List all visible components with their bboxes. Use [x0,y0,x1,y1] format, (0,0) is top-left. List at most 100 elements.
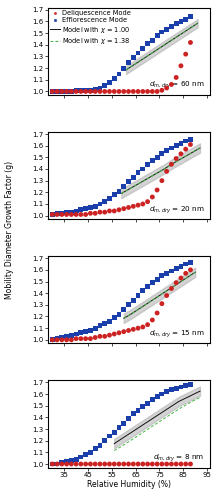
Point [117,460,121,468]
Point [179,274,183,282]
Point [122,88,125,96]
Point [65,88,68,96]
Point [55,210,59,218]
Point [160,28,164,36]
Point [136,168,140,176]
Point [60,210,64,218]
Point [98,208,102,216]
Point [108,194,111,202]
Point [132,54,135,62]
Point [160,460,164,468]
Point [98,332,102,340]
Point [170,386,173,394]
Point [79,210,83,218]
Point [60,460,64,468]
Point [117,424,121,432]
Point [184,50,187,58]
Point [84,328,87,336]
Point [84,88,87,96]
Point [189,13,192,21]
Point [122,306,125,314]
Point [74,88,78,96]
Point [170,284,173,292]
Text: Mobility Diameter Growth Factor (g): Mobility Diameter Growth Factor (g) [5,161,14,299]
Point [60,459,64,467]
Point [184,137,187,145]
Point [94,88,97,96]
Point [141,200,145,208]
Point [184,382,187,390]
Point [141,460,145,468]
Point [74,210,78,218]
Point [70,208,73,216]
Point [55,460,59,468]
Point [155,88,159,96]
Point [175,20,178,28]
Point [65,208,68,216]
Point [127,88,130,96]
Point [132,202,135,210]
Point [132,173,135,181]
Point [103,198,106,205]
Point [151,88,154,96]
Point [165,270,168,278]
Point [165,26,168,34]
Point [122,204,125,212]
Point [189,380,192,388]
Point [151,157,154,165]
Point [160,390,164,398]
Point [184,260,187,268]
Point [141,44,145,52]
Point [94,445,97,453]
Point [74,334,78,342]
Point [127,460,130,468]
Point [122,460,125,468]
Point [113,330,116,338]
Text: $d_{m,dry}$ = 60 nm: $d_{m,dry}$ = 60 nm [149,80,205,92]
Point [136,406,140,414]
Point [151,460,154,468]
Point [179,150,183,158]
Point [94,85,97,93]
Point [160,86,164,94]
Point [55,88,59,96]
Point [103,436,106,444]
Point [103,460,106,468]
Point [84,334,87,342]
Point [146,160,149,168]
Point [74,460,78,468]
Point [51,460,54,468]
Point [179,18,183,25]
Point [151,193,154,201]
Point [141,165,145,173]
Point [94,202,97,210]
Point [146,88,149,96]
Point [89,448,92,456]
Point [70,331,73,339]
Point [70,456,73,464]
Point [65,332,68,340]
Point [184,145,187,153]
Point [179,262,183,270]
Point [165,292,168,300]
Point [117,206,121,214]
Point [89,86,92,94]
Point [108,78,111,86]
Point [141,403,145,411]
Point [51,460,54,468]
Point [117,88,121,96]
Point [184,460,187,468]
Point [113,314,116,322]
Point [98,442,102,450]
Point [146,320,149,328]
Point [79,88,83,96]
Point [55,460,59,468]
Point [179,140,183,147]
Point [103,88,106,96]
Point [84,210,87,218]
Text: $d_{m,dry}$ = 20 nm: $d_{m,dry}$ = 20 nm [149,204,205,216]
Point [60,88,64,96]
Point [113,428,116,436]
Point [175,154,178,162]
Point [55,88,59,96]
